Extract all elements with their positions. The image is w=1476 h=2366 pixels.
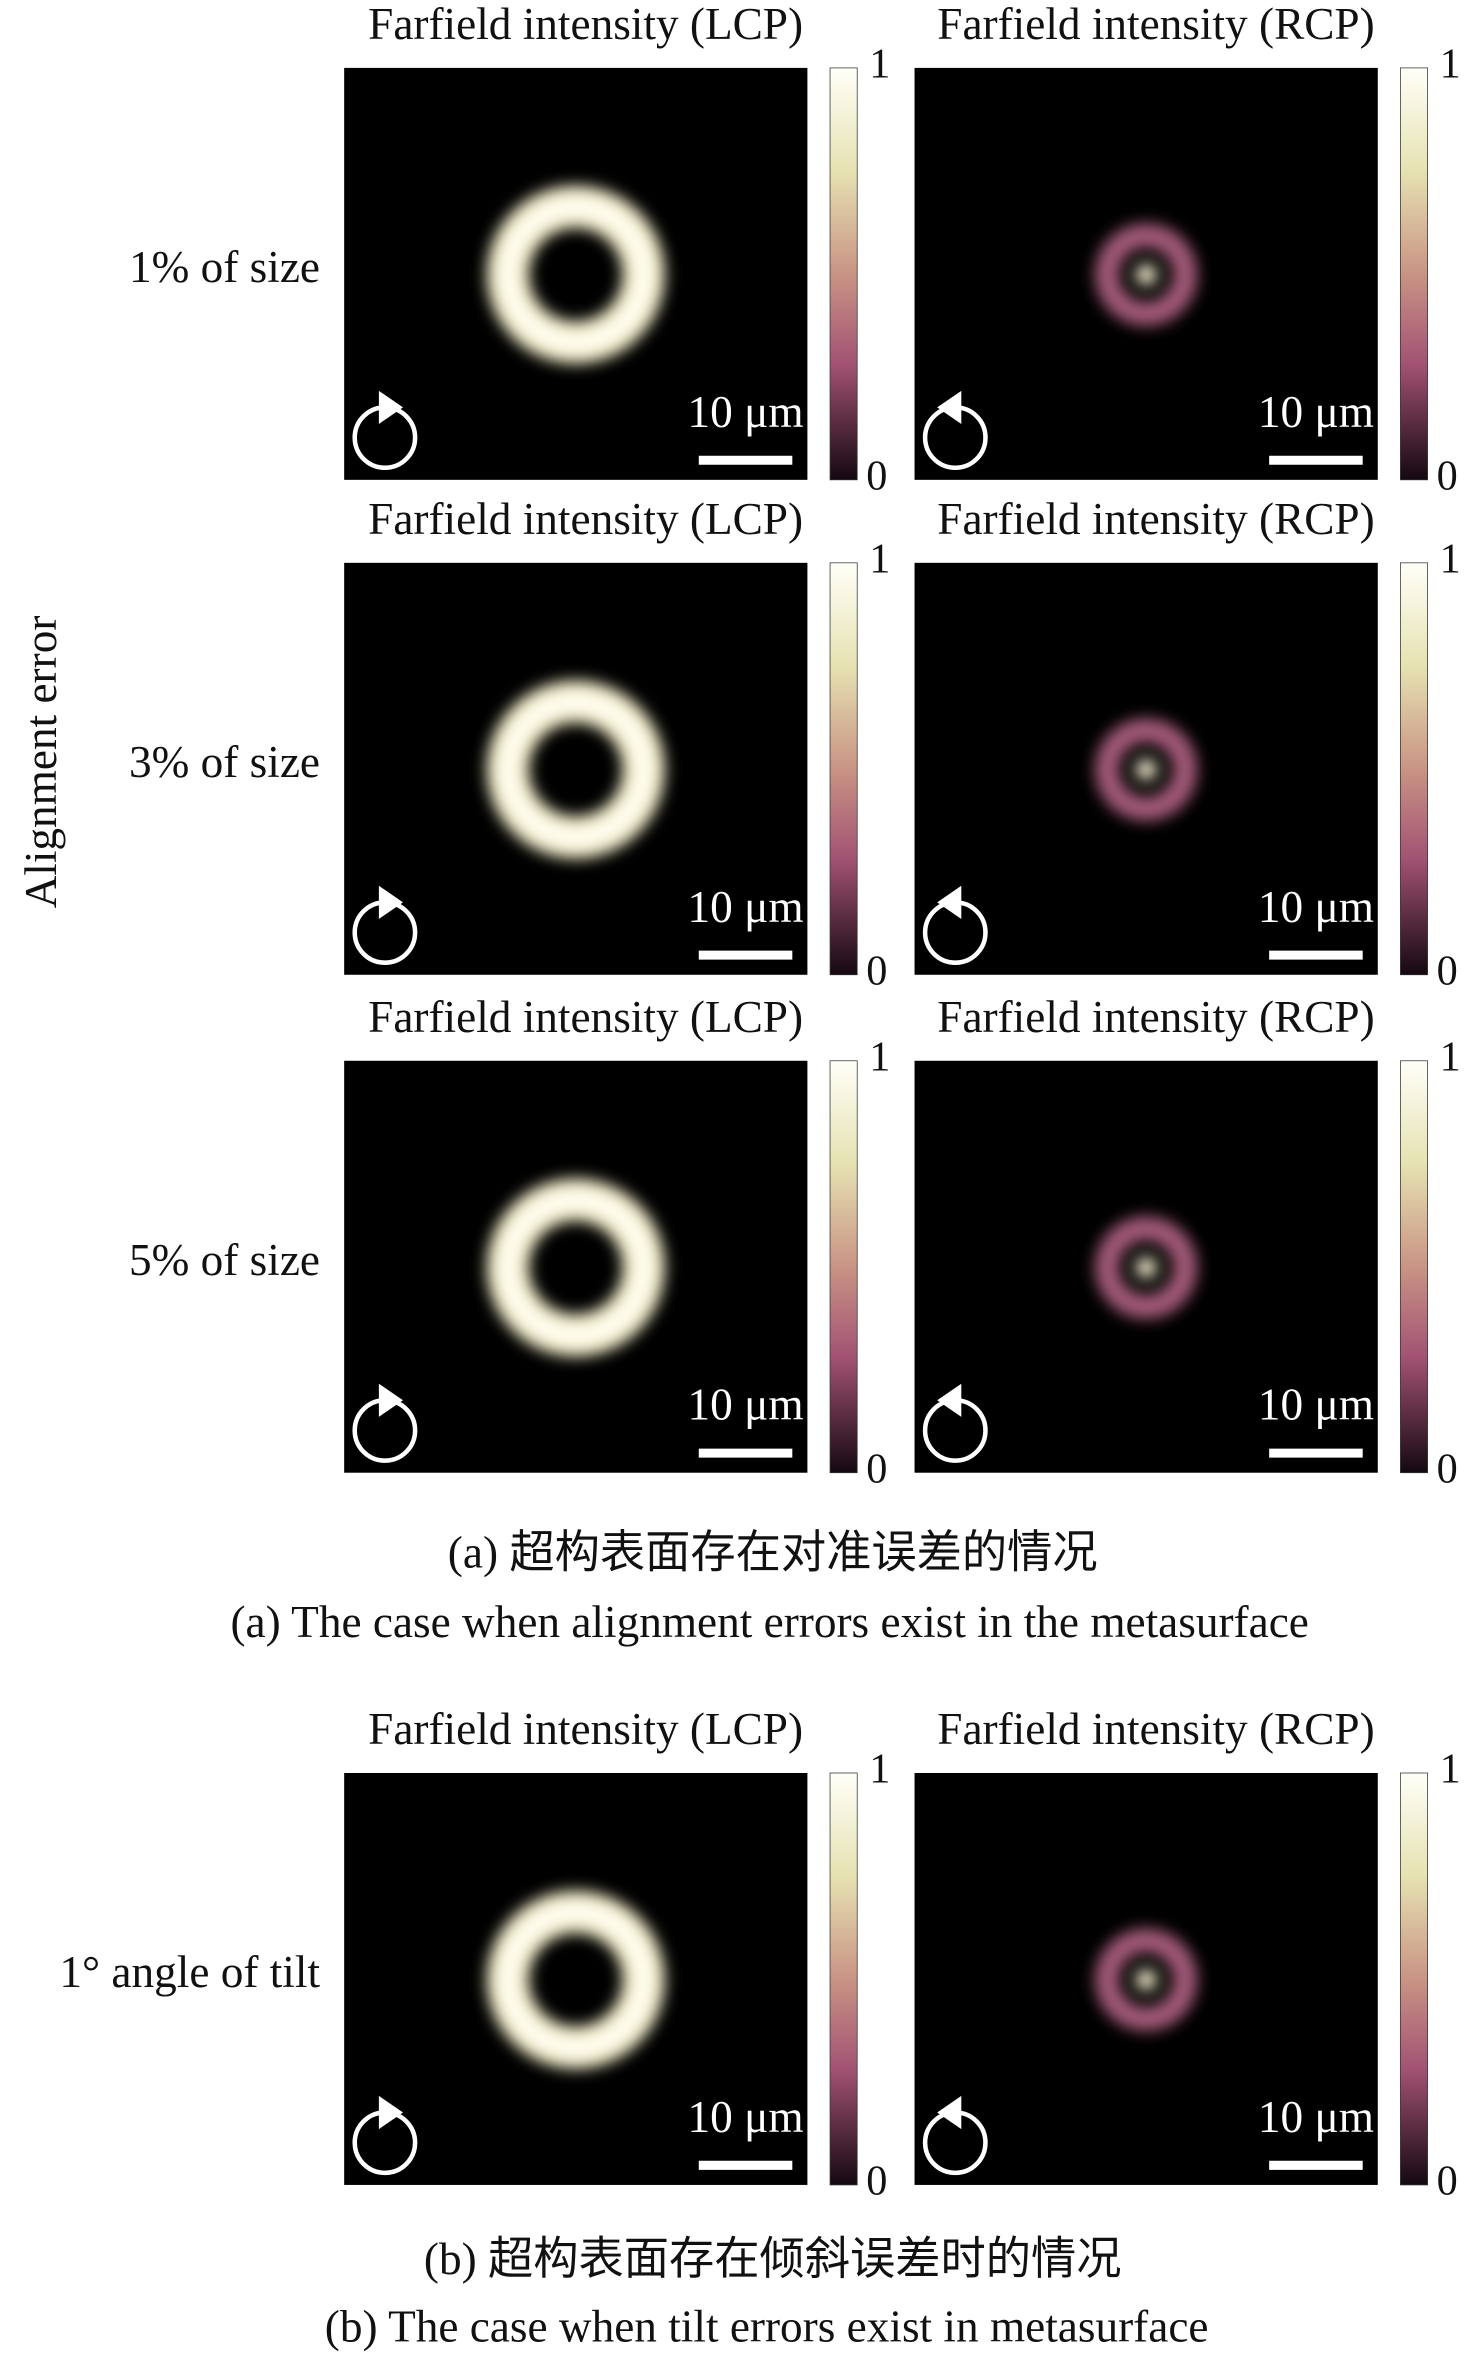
- panel-title: Farfield intensity (RCP): [937, 992, 1374, 1042]
- colorbar: [829, 1772, 858, 2186]
- row-label: 1° angle of tilt: [59, 1947, 320, 1997]
- ring: [1094, 1216, 1198, 1319]
- colorbar-min: 0: [866, 947, 887, 994]
- beam-profile: [1094, 223, 1198, 326]
- spot: [1135, 758, 1157, 781]
- caption-zh: (b) 超构表面存在倾斜误差时的情况: [424, 2234, 1122, 2284]
- beam-profile: [1094, 718, 1198, 821]
- caption-en: (b) The case when tilt errors exist in m…: [325, 2302, 1209, 2352]
- colorbar: [1400, 1772, 1428, 2186]
- y-axis-label: Alignment error: [16, 616, 66, 909]
- scale-bar-label: 10 μm: [688, 882, 804, 932]
- beam-profile: [1094, 1216, 1198, 1319]
- ring: [1094, 1928, 1198, 2032]
- colorbar-max: 1: [869, 536, 890, 583]
- colorbar-max: 1: [869, 1746, 890, 1793]
- colorbar-max: 1: [869, 1033, 890, 1080]
- polarization-arrow: [378, 2095, 404, 2130]
- colorbar-max: 1: [1440, 1746, 1461, 1793]
- colorbar-min: 0: [1437, 453, 1458, 500]
- colorbar: [829, 67, 858, 481]
- colorbar-min: 0: [1437, 947, 1458, 994]
- colorbar-min: 0: [866, 1445, 887, 1492]
- scale-bar-label: 10 μm: [1258, 882, 1374, 932]
- polarization-arrow: [937, 1383, 962, 1417]
- panel-title: Farfield intensity (LCP): [368, 494, 803, 544]
- beam-profile: [486, 680, 665, 859]
- intensity-image: [344, 1060, 808, 1473]
- beam-profile: [486, 1178, 665, 1357]
- scale-bar-label: 10 μm: [1258, 1380, 1374, 1430]
- polarization-arrow: [937, 885, 962, 919]
- panel-title: Farfield intensity (RCP): [937, 1704, 1374, 1754]
- colorbar: [1400, 67, 1428, 481]
- polarization-arrow: [378, 885, 404, 919]
- ring-core: [498, 692, 653, 847]
- intensity-image: [344, 1772, 808, 2185]
- colorbar-max: 1: [1440, 41, 1461, 88]
- scale-bar-label: 10 μm: [1258, 2092, 1374, 2142]
- scale-bar-label: 10 μm: [688, 2092, 804, 2142]
- colorbar-min: 0: [866, 2158, 887, 2205]
- spot: [1135, 1969, 1157, 1991]
- panel-title: Farfield intensity (RCP): [937, 494, 1374, 544]
- ring: [1094, 718, 1198, 821]
- scale-bar-label: 10 μm: [1258, 387, 1374, 437]
- row-label: 3% of size: [129, 737, 320, 787]
- colorbar-max: 1: [1440, 536, 1461, 583]
- polarization-arrow: [937, 390, 962, 425]
- colorbar: [829, 1060, 858, 1474]
- colorbar: [1400, 562, 1428, 976]
- polarization-arrow: [937, 2095, 962, 2130]
- intensity-image: [344, 562, 808, 975]
- ring-core: [498, 197, 653, 352]
- colorbar: [829, 562, 858, 976]
- beam-profile: [486, 1890, 665, 2069]
- colorbar-min: 0: [1437, 2158, 1458, 2205]
- colorbar-max: 1: [869, 41, 890, 88]
- row-label: 1% of size: [129, 242, 320, 292]
- panel-title: Farfield intensity (RCP): [937, 0, 1374, 49]
- polarization-arrow: [378, 1383, 404, 1417]
- colorbar: [1400, 1060, 1428, 1474]
- panel-title: Farfield intensity (LCP): [368, 992, 803, 1042]
- panel-title: Farfield intensity (LCP): [368, 1704, 803, 1754]
- spot: [1135, 264, 1157, 286]
- colorbar-min: 0: [866, 453, 887, 500]
- spot: [1135, 1256, 1157, 1279]
- ring-core: [498, 1190, 653, 1345]
- colorbar-min: 0: [1437, 1445, 1458, 1492]
- ring-core: [498, 1902, 653, 2057]
- panel-title: Farfield intensity (LCP): [368, 0, 803, 49]
- scale-bar-label: 10 μm: [688, 387, 804, 437]
- row-label: 5% of size: [129, 1235, 320, 1285]
- beam-profile: [486, 185, 665, 364]
- colorbar-max: 1: [1440, 1033, 1461, 1080]
- ring: [1094, 223, 1198, 326]
- beam-profile: [1094, 1928, 1198, 2032]
- scale-bar-label: 10 μm: [688, 1380, 804, 1430]
- polarization-arrow: [378, 390, 404, 425]
- intensity-image: [344, 67, 808, 480]
- caption-zh: (a) 超构表面存在对准误差的情况: [448, 1528, 1098, 1578]
- caption-en: (a) The case when alignment errors exist…: [230, 1597, 1308, 1647]
